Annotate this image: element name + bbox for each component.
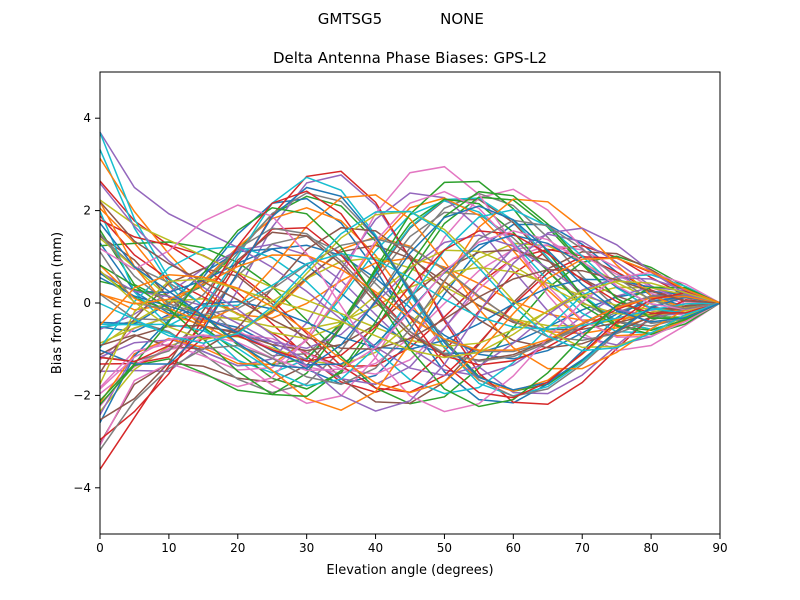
x-tick-label: 50 [437, 541, 452, 555]
series-line [99, 219, 721, 451]
y-tick-label: 4 [83, 111, 91, 125]
x-tick-label: 40 [368, 541, 383, 555]
series-line [99, 132, 721, 331]
series-line [99, 165, 721, 446]
y-tick-label: −4 [73, 481, 91, 495]
x-axis-label: Elevation angle (degrees) [326, 563, 493, 578]
suptitle-left: GMTSG5 [318, 10, 382, 28]
y-tick-label: 0 [83, 296, 91, 310]
series-line [99, 197, 721, 404]
x-tick-label: 0 [96, 541, 104, 555]
series-line [99, 198, 721, 412]
x-tick-label: 20 [230, 541, 245, 555]
series-lines [99, 131, 721, 470]
series-line [99, 257, 721, 394]
y-axis: −4 −2 0 2 4 [73, 111, 100, 495]
series-line [99, 180, 721, 406]
x-tick-label: 90 [712, 541, 727, 555]
series-line [99, 190, 721, 389]
series-line [99, 192, 721, 416]
suptitle-right: NONE [440, 10, 484, 28]
x-tick-label: 30 [299, 541, 314, 555]
series-line [99, 249, 721, 348]
x-tick-label: 10 [161, 541, 176, 555]
x-tick-label: 70 [575, 541, 590, 555]
series-line [99, 180, 721, 393]
series-line [99, 278, 721, 385]
series-line [99, 201, 721, 350]
x-tick-label: 60 [506, 541, 521, 555]
series-line [99, 233, 721, 386]
series-line [99, 205, 721, 369]
x-tick-label: 80 [643, 541, 658, 555]
series-line [99, 210, 721, 352]
series-line [99, 194, 721, 370]
series-line [99, 207, 721, 408]
series-line [99, 186, 721, 391]
chart-title: Delta Antenna Phase Biases: GPS-L2 [273, 49, 547, 67]
x-axis: 0 10 20 30 40 50 60 70 80 90 [96, 534, 728, 555]
y-axis-label: Bias from mean (mm) [50, 232, 65, 374]
series-line [99, 230, 721, 470]
series-line [99, 250, 721, 405]
y-tick-label: 2 [83, 204, 91, 218]
y-tick-label: −2 [73, 388, 91, 402]
series-line [99, 230, 721, 390]
series-line [99, 182, 721, 412]
series-line [99, 234, 721, 366]
series-line [99, 190, 721, 399]
